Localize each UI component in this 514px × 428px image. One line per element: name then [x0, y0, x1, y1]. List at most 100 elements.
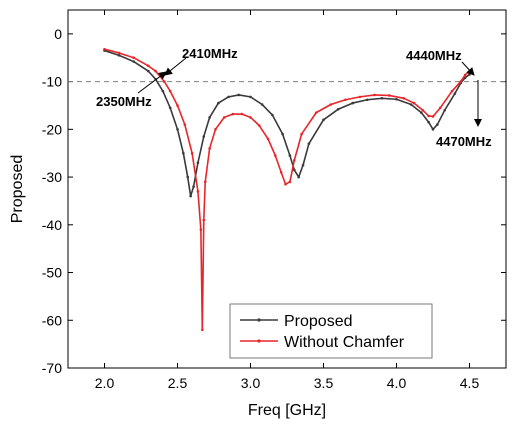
data-point-without-chamfer	[402, 97, 406, 100]
data-point-without-chamfer	[231, 112, 235, 116]
data-point-without-chamfer	[344, 98, 347, 102]
x-axis: 2.0 2.5 3.0 3.5 4.0 4.5	[95, 10, 480, 391]
data-point-proposed	[468, 73, 471, 76]
data-point-without-chamfer	[117, 51, 121, 55]
x-axis-title: Freq [GHz]	[248, 402, 326, 419]
data-point-without-chamfer	[279, 170, 283, 174]
data-point-without-chamfer	[373, 93, 376, 97]
data-point-without-chamfer	[358, 95, 362, 99]
y-tick-label: -30	[42, 169, 62, 185]
x-tick-label: 2.5	[168, 375, 188, 391]
data-point-without-chamfer	[427, 114, 430, 118]
data-point-proposed	[420, 111, 423, 114]
y-axis: 0 -10 -20 -30 -40 -50 -60 -70	[42, 26, 506, 376]
annotation-4470: 4470MHz	[436, 80, 492, 149]
data-point-proposed	[301, 163, 305, 167]
data-point-without-chamfer	[288, 180, 292, 184]
data-point-proposed	[196, 161, 200, 165]
x-tick-label: 3.0	[241, 375, 261, 391]
data-point-without-chamfer	[190, 151, 194, 155]
data-point-proposed	[132, 60, 135, 63]
data-point-proposed	[176, 128, 179, 131]
data-point-without-chamfer	[201, 328, 204, 332]
data-point-without-chamfer	[154, 69, 157, 73]
data-point-without-chamfer	[421, 108, 425, 112]
annotation-label: 4440MHz	[406, 48, 462, 63]
data-point-without-chamfer	[202, 218, 206, 222]
legend-marker-proposed	[257, 318, 261, 322]
data-point-without-chamfer	[249, 116, 252, 119]
data-point-proposed	[182, 151, 185, 155]
data-point-proposed	[395, 97, 398, 101]
data-point-proposed	[227, 95, 230, 99]
data-point-without-chamfer	[314, 111, 318, 114]
data-point-without-chamfer	[439, 106, 442, 110]
data-point-without-chamfer	[329, 103, 333, 106]
data-point-without-chamfer	[163, 80, 166, 83]
data-point-proposed	[202, 135, 206, 138]
data-point-without-chamfer	[132, 56, 135, 60]
data-point-without-chamfer	[274, 154, 277, 157]
data-point-without-chamfer	[196, 190, 200, 193]
data-point-without-chamfer	[431, 115, 435, 118]
data-point-proposed	[161, 89, 165, 93]
data-point-without-chamfer	[293, 159, 296, 162]
series-layer	[103, 47, 471, 332]
data-point-without-chamfer	[240, 112, 244, 116]
data-point-without-chamfer	[168, 89, 172, 93]
data-point-without-chamfer	[387, 94, 391, 97]
data-point-without-chamfer	[176, 104, 179, 107]
data-point-proposed	[307, 142, 311, 145]
annotation-2410: 2410MHz	[164, 46, 238, 76]
x-tick-label: 4.5	[460, 375, 480, 391]
data-point-without-chamfer	[450, 89, 454, 93]
data-point-without-chamfer	[459, 80, 463, 83]
data-point-proposed	[443, 108, 446, 112]
data-point-proposed	[189, 194, 192, 198]
data-point-proposed	[237, 93, 241, 97]
data-point-without-chamfer	[183, 123, 187, 126]
data-point-proposed	[249, 95, 252, 99]
annotation-2350: 2350MHz	[96, 71, 167, 109]
data-point-proposed	[208, 116, 211, 119]
data-point-proposed	[427, 120, 430, 124]
y-tick-label: -70	[42, 360, 62, 376]
annotation-label: 2410MHz	[182, 46, 238, 61]
annotation-4440: 4440MHz	[406, 48, 475, 76]
data-point-proposed	[322, 118, 325, 122]
legend-box	[229, 303, 433, 359]
data-point-without-chamfer	[222, 116, 226, 119]
data-point-proposed	[351, 101, 355, 105]
data-point-without-chamfer	[147, 64, 150, 68]
x-tick-label: 3.5	[314, 375, 334, 391]
data-point-proposed	[217, 101, 220, 105]
annotation-label: 4470MHz	[436, 134, 492, 149]
y-axis-title: Proposed	[9, 155, 26, 224]
data-point-proposed	[380, 97, 384, 100]
x-tick-label: 2.0	[95, 375, 115, 391]
annotation-label: 2350MHz	[96, 94, 152, 109]
data-point-without-chamfer	[284, 182, 287, 186]
data-point-proposed	[192, 185, 195, 188]
x-tick-label: 4.0	[387, 375, 407, 391]
data-point-proposed	[293, 168, 296, 172]
y-tick-label: -10	[42, 74, 62, 90]
y-tick-label: -40	[42, 217, 62, 233]
annotation-arrow	[137, 71, 167, 94]
series-line-proposed	[104, 49, 470, 197]
legend-marker-without-chamfer	[257, 339, 261, 343]
annotation-arrow	[461, 61, 475, 76]
data-point-without-chamfer	[203, 180, 207, 184]
plot-area-frame	[67, 9, 507, 369]
data-point-proposed	[186, 175, 190, 179]
data-point-without-chamfer	[300, 132, 303, 136]
data-point-proposed	[409, 103, 413, 106]
data-point-proposed	[336, 107, 340, 111]
data-point-proposed	[281, 132, 284, 136]
data-point-proposed	[366, 98, 369, 102]
data-point-without-chamfer	[266, 137, 270, 141]
data-point-proposed	[117, 54, 121, 57]
series-line-without-chamfer	[104, 48, 471, 331]
y-tick-label: -60	[42, 312, 62, 328]
